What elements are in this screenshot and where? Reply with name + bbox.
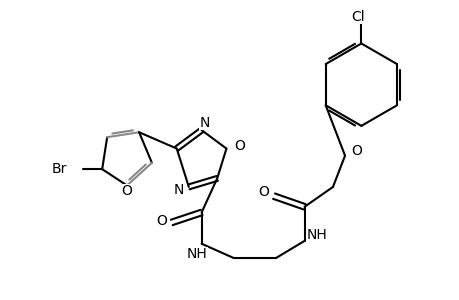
Text: N: N bbox=[174, 183, 184, 197]
Text: O: O bbox=[350, 144, 361, 158]
Text: O: O bbox=[156, 214, 167, 228]
Text: O: O bbox=[233, 139, 244, 153]
Text: O: O bbox=[121, 184, 132, 198]
Text: Br: Br bbox=[52, 162, 67, 176]
Text: N: N bbox=[199, 116, 209, 130]
Text: O: O bbox=[257, 185, 268, 199]
Text: NH: NH bbox=[306, 228, 327, 242]
Text: NH: NH bbox=[186, 247, 207, 261]
Text: Cl: Cl bbox=[350, 10, 364, 23]
